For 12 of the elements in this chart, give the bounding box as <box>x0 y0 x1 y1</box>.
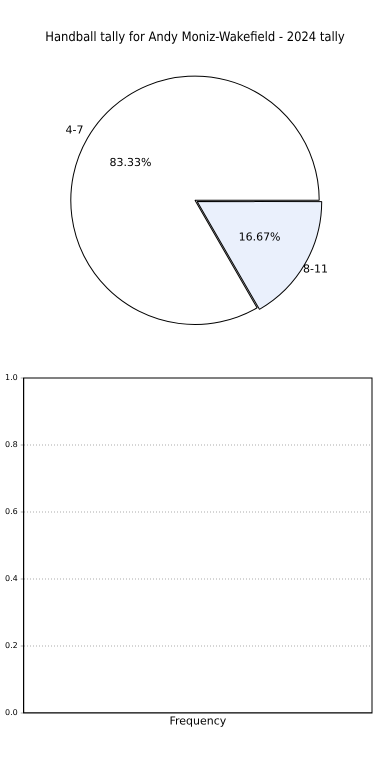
y-tick-label: 0.6 <box>4 507 18 516</box>
y-tick-label: 0.0 <box>4 708 18 717</box>
slice-label: 4-7 <box>66 124 84 137</box>
data-label: 83.33% <box>109 156 152 169</box>
x-axis-title: Frequency <box>169 714 227 728</box>
slice-label: 8-11 <box>302 262 328 276</box>
y-tick-label: 1.0 <box>4 373 18 382</box>
data-label: 16.67% <box>238 230 281 244</box>
y-tick-label: 0.4 <box>4 574 18 583</box>
y-tick-label: 0.2 <box>4 640 18 650</box>
chart-title: Handball tally for Andy Moniz-Wakefield - 2024 tally <box>45 30 345 44</box>
y-tick-label: 0.8 <box>4 440 18 450</box>
